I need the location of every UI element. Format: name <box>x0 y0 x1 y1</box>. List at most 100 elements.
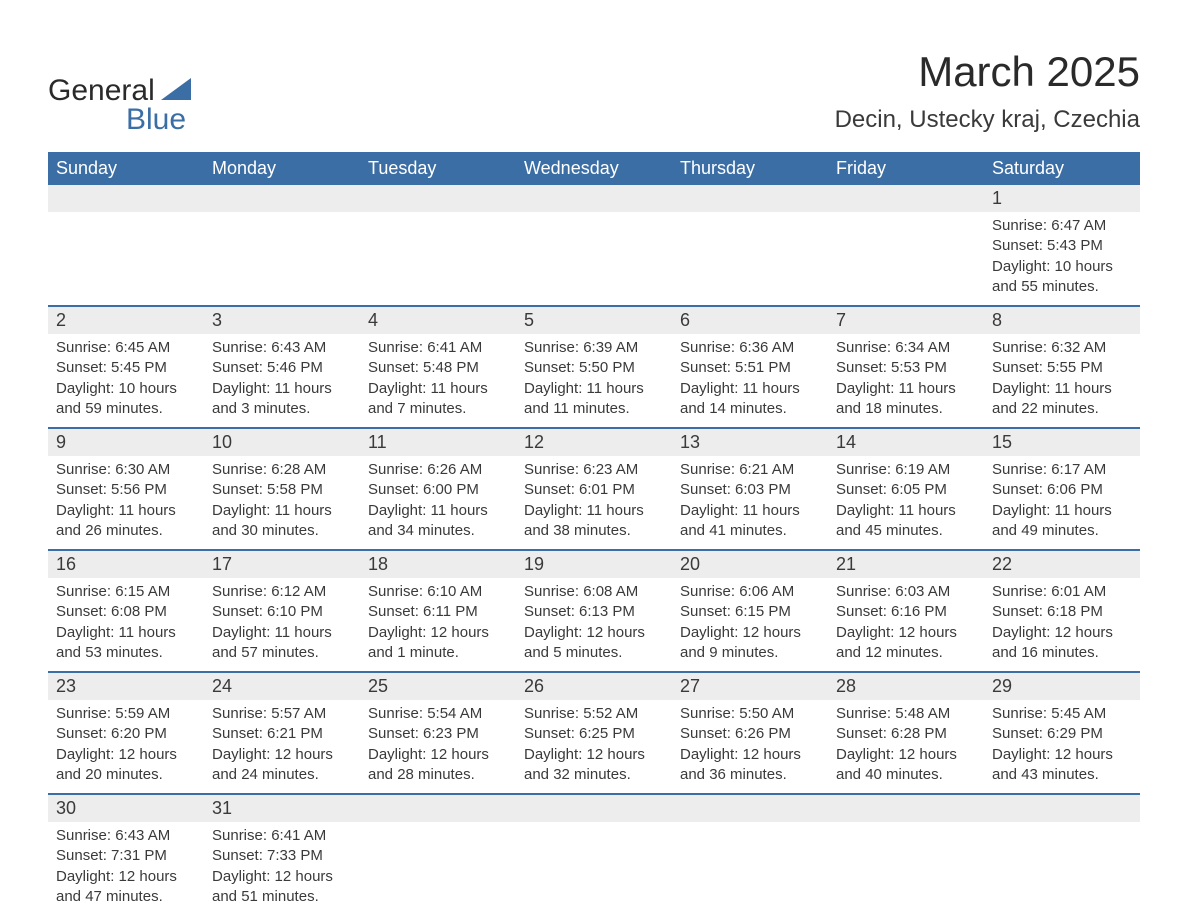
sunset-text: Sunset: 6:08 PM <box>56 602 196 622</box>
sunrise-text: Sunrise: 6:23 AM <box>524 460 664 480</box>
day-detail: Sunrise: 6:17 AMSunset: 6:06 PMDaylight:… <box>984 456 1140 550</box>
daylight-text: Daylight: 10 hours and 55 minutes. <box>992 257 1132 298</box>
sunrise-text: Sunrise: 5:45 AM <box>992 704 1132 724</box>
sunrise-text: Sunrise: 5:48 AM <box>836 704 976 724</box>
daylight-text: Daylight: 12 hours and 28 minutes. <box>368 745 508 786</box>
week-detail-row: Sunrise: 6:47 AMSunset: 5:43 PMDaylight:… <box>48 212 1140 306</box>
empty-cell <box>984 822 1140 915</box>
sunset-text: Sunset: 5:45 PM <box>56 358 196 378</box>
day-detail: Sunrise: 6:34 AMSunset: 5:53 PMDaylight:… <box>828 334 984 428</box>
day-detail: Sunrise: 5:45 AMSunset: 6:29 PMDaylight:… <box>984 700 1140 794</box>
empty-cell <box>672 822 828 915</box>
day-detail: Sunrise: 6:03 AMSunset: 6:16 PMDaylight:… <box>828 578 984 672</box>
sunset-text: Sunset: 5:55 PM <box>992 358 1132 378</box>
day-number: 14 <box>828 428 984 456</box>
page-header: General Blue March 2025 Decin, Ustecky k… <box>48 48 1140 134</box>
empty-cell <box>672 212 828 306</box>
daylight-text: Daylight: 12 hours and 16 minutes. <box>992 623 1132 664</box>
day-detail: Sunrise: 6:08 AMSunset: 6:13 PMDaylight:… <box>516 578 672 672</box>
empty-cell <box>516 822 672 915</box>
sunset-text: Sunset: 5:51 PM <box>680 358 820 378</box>
day-number: 23 <box>48 672 204 700</box>
sunrise-text: Sunrise: 5:54 AM <box>368 704 508 724</box>
day-detail: Sunrise: 6:39 AMSunset: 5:50 PMDaylight:… <box>516 334 672 428</box>
sunrise-text: Sunrise: 6:30 AM <box>56 460 196 480</box>
empty-cell <box>204 185 360 212</box>
sunset-text: Sunset: 5:56 PM <box>56 480 196 500</box>
empty-cell <box>516 185 672 212</box>
sunset-text: Sunset: 6:15 PM <box>680 602 820 622</box>
daylight-text: Daylight: 11 hours and 38 minutes. <box>524 501 664 542</box>
sunrise-text: Sunrise: 5:50 AM <box>680 704 820 724</box>
sunset-text: Sunset: 6:21 PM <box>212 724 352 744</box>
sunrise-text: Sunrise: 6:41 AM <box>212 826 352 846</box>
sunrise-text: Sunrise: 6:10 AM <box>368 582 508 602</box>
daylight-text: Daylight: 11 hours and 11 minutes. <box>524 379 664 420</box>
day-number: 7 <box>828 306 984 334</box>
week-daynum-row: 9101112131415 <box>48 428 1140 456</box>
day-detail: Sunrise: 6:26 AMSunset: 6:00 PMDaylight:… <box>360 456 516 550</box>
day-number: 1 <box>984 185 1140 212</box>
day-detail: Sunrise: 5:52 AMSunset: 6:25 PMDaylight:… <box>516 700 672 794</box>
empty-cell <box>48 212 204 306</box>
sunset-text: Sunset: 6:11 PM <box>368 602 508 622</box>
sunrise-text: Sunrise: 6:32 AM <box>992 338 1132 358</box>
daylight-text: Daylight: 11 hours and 57 minutes. <box>212 623 352 664</box>
day-number: 11 <box>360 428 516 456</box>
calendar-table: SundayMondayTuesdayWednesdayThursdayFrid… <box>48 152 1140 915</box>
daylight-text: Daylight: 11 hours and 3 minutes. <box>212 379 352 420</box>
sunset-text: Sunset: 5:53 PM <box>836 358 976 378</box>
sunrise-text: Sunrise: 6:41 AM <box>368 338 508 358</box>
daylight-text: Daylight: 12 hours and 1 minute. <box>368 623 508 664</box>
empty-cell <box>828 212 984 306</box>
daylight-text: Daylight: 12 hours and 47 minutes. <box>56 867 196 908</box>
sunrise-text: Sunrise: 6:01 AM <box>992 582 1132 602</box>
day-detail: Sunrise: 5:59 AMSunset: 6:20 PMDaylight:… <box>48 700 204 794</box>
sunrise-text: Sunrise: 5:52 AM <box>524 704 664 724</box>
daylight-text: Daylight: 12 hours and 5 minutes. <box>524 623 664 664</box>
daylight-text: Daylight: 12 hours and 43 minutes. <box>992 745 1132 786</box>
daylight-text: Daylight: 11 hours and 30 minutes. <box>212 501 352 542</box>
daylight-text: Daylight: 11 hours and 41 minutes. <box>680 501 820 542</box>
day-header: Friday <box>828 152 984 185</box>
day-detail: Sunrise: 6:45 AMSunset: 5:45 PMDaylight:… <box>48 334 204 428</box>
daylight-text: Daylight: 12 hours and 40 minutes. <box>836 745 976 786</box>
daylight-text: Daylight: 10 hours and 59 minutes. <box>56 379 196 420</box>
day-detail: Sunrise: 6:43 AMSunset: 7:31 PMDaylight:… <box>48 822 204 915</box>
sunrise-text: Sunrise: 6:17 AM <box>992 460 1132 480</box>
empty-cell <box>828 794 984 822</box>
sunrise-text: Sunrise: 6:45 AM <box>56 338 196 358</box>
daylight-text: Daylight: 11 hours and 53 minutes. <box>56 623 196 664</box>
day-number: 10 <box>204 428 360 456</box>
empty-cell <box>672 185 828 212</box>
sunrise-text: Sunrise: 5:59 AM <box>56 704 196 724</box>
sunset-text: Sunset: 6:10 PM <box>212 602 352 622</box>
day-number: 19 <box>516 550 672 578</box>
day-detail: Sunrise: 6:10 AMSunset: 6:11 PMDaylight:… <box>360 578 516 672</box>
empty-cell <box>984 794 1140 822</box>
location-text: Decin, Ustecky kraj, Czechia <box>835 106 1140 134</box>
day-number: 8 <box>984 306 1140 334</box>
daylight-text: Daylight: 11 hours and 14 minutes. <box>680 379 820 420</box>
empty-cell <box>828 185 984 212</box>
sunset-text: Sunset: 5:43 PM <box>992 236 1132 256</box>
daylight-text: Daylight: 12 hours and 51 minutes. <box>212 867 352 908</box>
day-header: Sunday <box>48 152 204 185</box>
sunset-text: Sunset: 6:01 PM <box>524 480 664 500</box>
day-header: Wednesday <box>516 152 672 185</box>
day-detail: Sunrise: 6:19 AMSunset: 6:05 PMDaylight:… <box>828 456 984 550</box>
empty-cell <box>360 212 516 306</box>
day-number: 25 <box>360 672 516 700</box>
day-detail: Sunrise: 5:54 AMSunset: 6:23 PMDaylight:… <box>360 700 516 794</box>
sunset-text: Sunset: 6:05 PM <box>836 480 976 500</box>
day-header: Monday <box>204 152 360 185</box>
sunrise-text: Sunrise: 6:47 AM <box>992 216 1132 236</box>
week-detail-row: Sunrise: 6:30 AMSunset: 5:56 PM Daylight:… <box>48 456 1140 550</box>
daylight-text: Daylight: 11 hours and 34 minutes. <box>368 501 508 542</box>
sunrise-text: Sunrise: 6:43 AM <box>212 338 352 358</box>
day-detail: Sunrise: 6:32 AMSunset: 5:55 PMDaylight:… <box>984 334 1140 428</box>
day-number: 22 <box>984 550 1140 578</box>
brand-word2: Blue <box>126 106 191 133</box>
day-detail: Sunrise: 6:41 AMSunset: 5:48 PMDaylight:… <box>360 334 516 428</box>
sunrise-text: Sunrise: 6:19 AM <box>836 460 976 480</box>
